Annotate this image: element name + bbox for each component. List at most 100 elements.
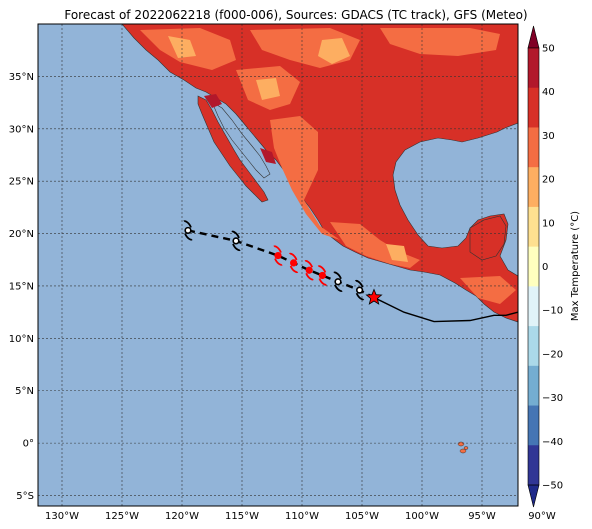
colorbar-tick-label: 20 xyxy=(542,175,555,186)
heat-patch xyxy=(256,78,280,100)
colorbar-band xyxy=(528,286,539,327)
tropical-cyclone-icon xyxy=(317,265,328,286)
cyclone-center xyxy=(318,271,326,280)
island xyxy=(457,441,465,447)
star-icon xyxy=(365,288,383,305)
heat-patch xyxy=(386,244,408,262)
cyclone-arm xyxy=(289,265,299,274)
tropical-cyclone-icon xyxy=(354,280,365,301)
heat-patch xyxy=(204,94,222,108)
longitude-tick-label: 90°W xyxy=(528,511,556,522)
heat-patch xyxy=(168,36,196,58)
baja-california xyxy=(197,95,269,203)
cyclone-arm xyxy=(317,265,327,273)
cyclone-eye xyxy=(186,228,190,233)
gridlines xyxy=(38,24,518,506)
latitude-labels: 5°S 0° 5°N 10°N 15°N 20°N 25°N 30°N 35°N xyxy=(9,72,34,502)
cyclone-arm xyxy=(333,271,342,280)
chart-title: Forecast of 2022062218 (f000-006), Sourc… xyxy=(64,8,528,22)
latitude-tick-label: 15°N xyxy=(9,281,34,292)
cyclone-arm xyxy=(305,272,314,281)
heat-patch xyxy=(460,276,516,304)
longitude-tick-label: 100°W xyxy=(405,511,439,522)
colorbar-tick-label: 40 xyxy=(542,87,555,98)
map-frame xyxy=(37,23,519,507)
colorbar-frame xyxy=(527,47,540,486)
forecast-track-line xyxy=(187,229,375,299)
latitude-tick-label: 25°N xyxy=(9,177,34,188)
heat-patch xyxy=(380,28,500,56)
latitude-tick-label: 10°N xyxy=(9,334,34,345)
colorbar-band xyxy=(528,87,539,128)
latitude-tick-label: 5°S xyxy=(16,491,34,502)
cyclone-arm xyxy=(318,278,328,286)
cyclone-arm xyxy=(274,258,283,266)
observed-track-line xyxy=(373,296,518,323)
latitude-tick-label: 35°N xyxy=(9,72,34,83)
colorbar-tick-label: −20 xyxy=(542,349,563,360)
cyclone-eye xyxy=(336,279,340,284)
longitude-tick-label: 95°W xyxy=(468,511,496,522)
heat-patch xyxy=(318,38,350,64)
cyclone-arm xyxy=(184,233,193,241)
colorbar-band xyxy=(528,365,539,407)
longitude-tick-label: 110°W xyxy=(285,511,319,522)
colorbar-band xyxy=(528,445,539,486)
cyclone-arm xyxy=(355,292,365,301)
colorbar-tick-label: −30 xyxy=(542,393,563,404)
colorbar-tick-label: 10 xyxy=(542,218,555,229)
cyclone-eye xyxy=(357,288,362,293)
tropical-cyclone-icon xyxy=(183,220,193,241)
cyclone-center xyxy=(290,259,298,267)
gulf-of-california xyxy=(211,101,271,179)
colorbar-tick-label: −40 xyxy=(542,437,563,448)
colorbar-band xyxy=(528,48,539,89)
latitude-tick-label: 5°N xyxy=(15,386,34,397)
yucatan-peninsula xyxy=(469,215,507,261)
colorbar-tick-label: 30 xyxy=(542,131,555,142)
colorbar-band xyxy=(528,405,539,446)
tropical-cyclone-icon xyxy=(304,260,314,281)
colorbar-band xyxy=(528,167,539,208)
longitude-tick-label: 120°W xyxy=(165,511,199,522)
longitude-labels: 130°W 125°W 120°W 115°W 110°W 105°W 100°W 95°W 9… xyxy=(45,511,556,522)
cyclone-arm xyxy=(304,260,314,268)
track-points xyxy=(183,220,383,305)
colorbar-band xyxy=(528,206,539,248)
cyclone-center xyxy=(305,266,313,274)
cyclone-arm xyxy=(183,220,192,228)
longitude-tick-label: 130°W xyxy=(45,511,79,522)
colorbar-tick-label: 0 xyxy=(542,262,548,273)
colorbar: 50 40 30 20 10 0 −10 −20 −30 −40 −50 xyxy=(527,25,563,508)
tropical-cyclone-icon xyxy=(333,271,343,292)
land-area xyxy=(121,24,518,323)
longitude-tick-label: 115°W xyxy=(225,511,259,522)
cyclone-arm xyxy=(354,280,364,288)
cyclone-arm xyxy=(232,243,241,252)
cyclone-arm xyxy=(334,284,343,292)
latitude-tick-label: 20°N xyxy=(9,229,34,240)
latitude-tick-label: 30°N xyxy=(9,124,34,135)
colorbar-band xyxy=(528,246,539,287)
cyclone-center xyxy=(274,251,282,260)
cyclone-arm xyxy=(288,252,298,261)
heat-patch xyxy=(260,148,276,164)
island xyxy=(459,448,467,454)
colorbar-tick-label: −50 xyxy=(542,481,563,492)
colorbar-extend-max xyxy=(527,25,540,49)
tropical-cyclone-icon xyxy=(231,230,241,252)
cyclone-arm xyxy=(231,230,240,239)
tropical-cyclone-icon xyxy=(288,252,299,274)
cyclone-arm xyxy=(273,245,282,253)
colorbar-label: Max Temperature (°C) xyxy=(570,211,581,321)
longitude-tick-label: 125°W xyxy=(105,511,139,522)
colorbar-band xyxy=(528,127,539,168)
colorbar-extend-min xyxy=(527,484,540,508)
island xyxy=(463,446,469,450)
tropical-cyclone-icon xyxy=(273,245,283,266)
heat-patch xyxy=(270,116,340,240)
cyclone-eye xyxy=(234,238,238,243)
colorbar-band xyxy=(528,326,539,367)
colorbar-tick-label: −10 xyxy=(542,306,563,317)
